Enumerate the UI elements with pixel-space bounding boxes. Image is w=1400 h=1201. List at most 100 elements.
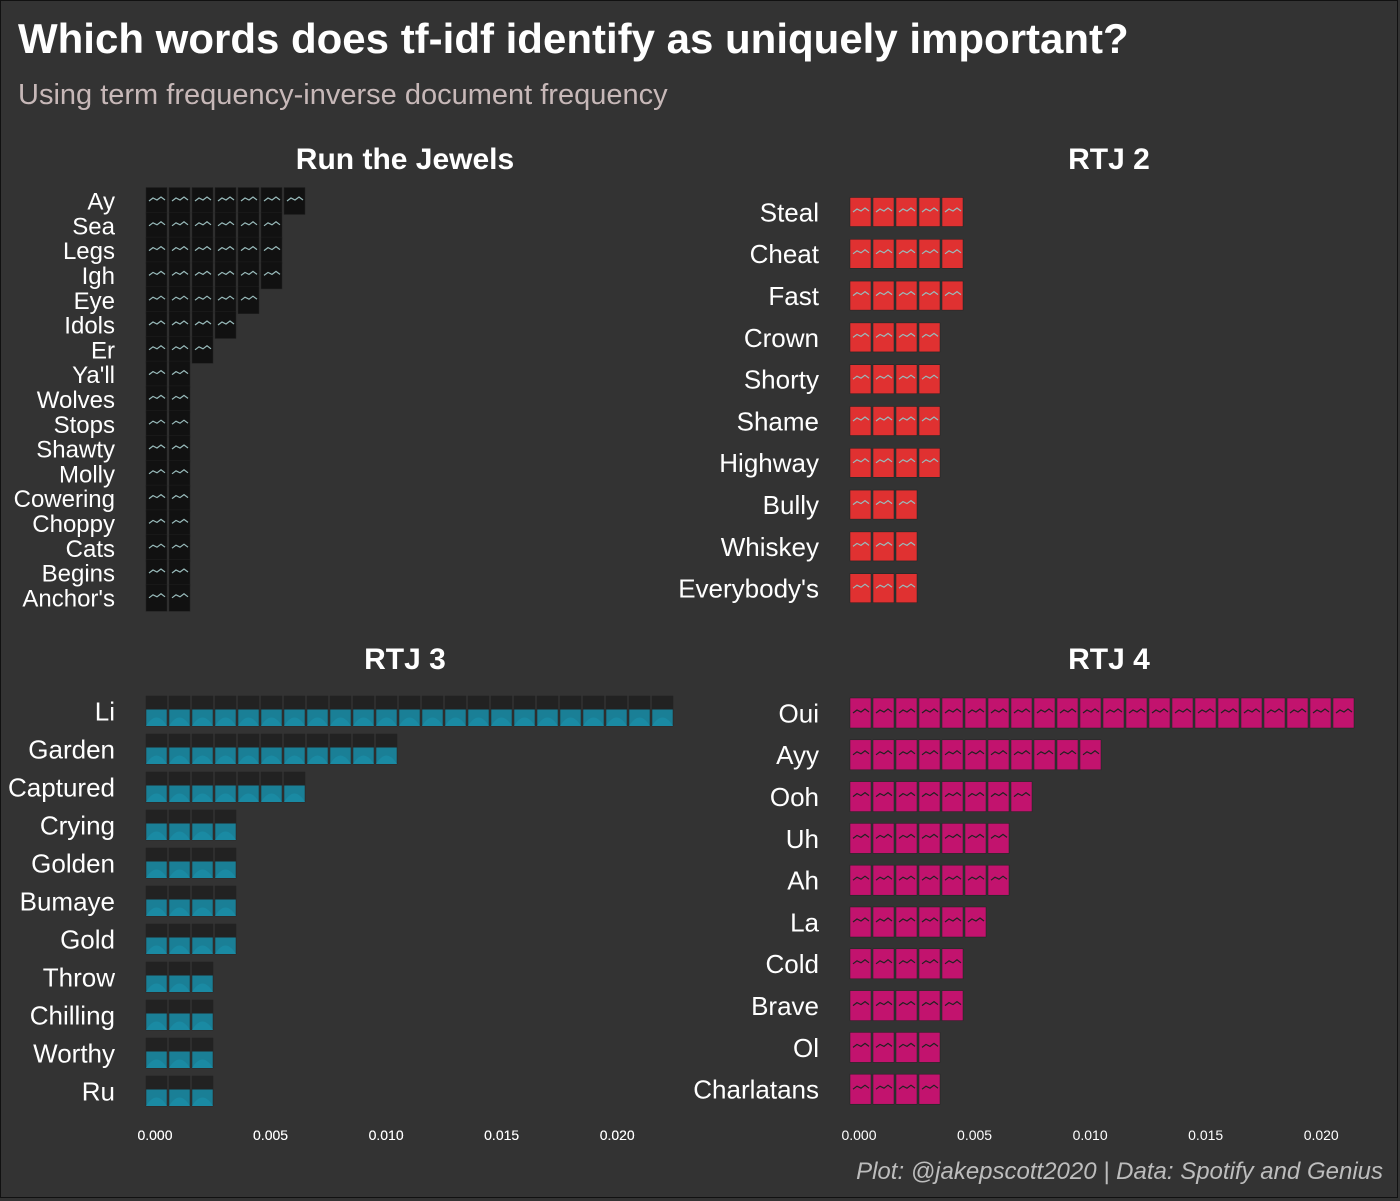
tile-art [990, 750, 1008, 756]
tile-art [652, 696, 673, 710]
tile-art [240, 196, 258, 202]
tile-art [921, 1000, 939, 1007]
bar-tile [918, 990, 941, 1021]
bar-tile [895, 823, 918, 854]
tile-art [169, 945, 190, 954]
tile-art [192, 945, 213, 954]
tile-art [263, 245, 281, 252]
word-label: Gold [60, 924, 115, 954]
tile-art [146, 717, 167, 726]
tile-art [146, 907, 167, 916]
x-tick-label: 0.010 [369, 1127, 404, 1143]
tile-art [921, 833, 939, 839]
bar-tile [872, 280, 895, 311]
bar [849, 823, 1010, 854]
bar [145, 311, 237, 339]
tile-art [652, 717, 673, 726]
bar-tile [872, 406, 895, 436]
tile-art [146, 793, 167, 802]
tile-art [192, 1059, 213, 1068]
bar [145, 1037, 214, 1069]
tile-art [261, 696, 282, 710]
bar-tile [918, 823, 941, 854]
tile-art [898, 499, 916, 506]
tile-art [192, 755, 213, 764]
tile-art [192, 907, 213, 916]
bar-tile [1309, 697, 1332, 729]
tile-art [192, 734, 213, 748]
tile-art [330, 696, 351, 710]
tile-art [192, 1076, 213, 1090]
tile-art [192, 983, 213, 992]
tile-art [192, 1021, 213, 1030]
tile-art [353, 734, 374, 748]
bar [849, 406, 941, 436]
tile-art [898, 416, 916, 422]
x-tick-label: 0.020 [600, 1127, 635, 1143]
tile-art [921, 1084, 939, 1090]
bar-tile [918, 1032, 941, 1063]
bar-tile [918, 364, 941, 394]
tile-art [169, 793, 190, 802]
tile-art [353, 717, 374, 726]
tile-art [169, 810, 190, 824]
tile-art [898, 959, 916, 965]
bar-tile [895, 990, 918, 1021]
tile-art [1335, 708, 1353, 714]
tile-art [944, 917, 962, 923]
tile-art [284, 755, 305, 764]
x-tick-label: 0.000 [137, 1127, 172, 1143]
bar-tile [872, 364, 895, 394]
tile-art [169, 734, 190, 748]
tile-art [468, 696, 489, 710]
tile-art [1289, 708, 1307, 714]
bar-tile [849, 823, 872, 854]
tile-art [215, 945, 236, 954]
x-tick-label: 0.000 [137, 1127, 172, 1143]
bar [145, 460, 191, 488]
bar [849, 781, 1033, 812]
bar-tile [895, 531, 918, 562]
word-label: La [790, 907, 819, 937]
tile-art [148, 469, 166, 475]
tile-art [171, 221, 189, 227]
tile-art [192, 869, 213, 878]
bar-tile [872, 823, 895, 854]
bar-tile [849, 948, 872, 980]
bar-tile [1010, 697, 1033, 729]
tile-art [148, 444, 166, 450]
tile-art [1013, 750, 1031, 756]
bar [145, 360, 191, 389]
tile-art [171, 593, 189, 599]
tile-art [192, 696, 213, 710]
tile-art [171, 320, 189, 326]
tile-art [146, 1059, 167, 1068]
tile-art [967, 708, 985, 714]
bar-tile [918, 697, 941, 729]
bar-tile [237, 286, 260, 314]
tile-art [514, 717, 535, 726]
bar-tile [895, 197, 918, 227]
word-label: Cowering [14, 486, 115, 513]
facet-1: RTJ 2 Steal Cheat Fast Crown Shorty Shame Highw… [678, 143, 1150, 604]
bar-tile [941, 864, 964, 896]
tile-art [307, 717, 328, 726]
tile-art [1082, 708, 1100, 714]
tile-art [240, 245, 258, 252]
tile-art [217, 245, 235, 252]
tile-art [169, 831, 190, 840]
bar-tile [918, 322, 941, 353]
tile-art [192, 1000, 213, 1014]
tile-art [146, 945, 167, 954]
tile-art [192, 1097, 213, 1106]
bar-tile [941, 781, 964, 812]
tile-art [921, 791, 939, 798]
tile-art [284, 717, 305, 726]
tile-art [192, 793, 213, 802]
tile-art [169, 907, 190, 916]
tile-art [146, 831, 167, 840]
tile-art [944, 1000, 962, 1007]
tile-art [146, 886, 167, 900]
bar-tile [849, 781, 872, 812]
